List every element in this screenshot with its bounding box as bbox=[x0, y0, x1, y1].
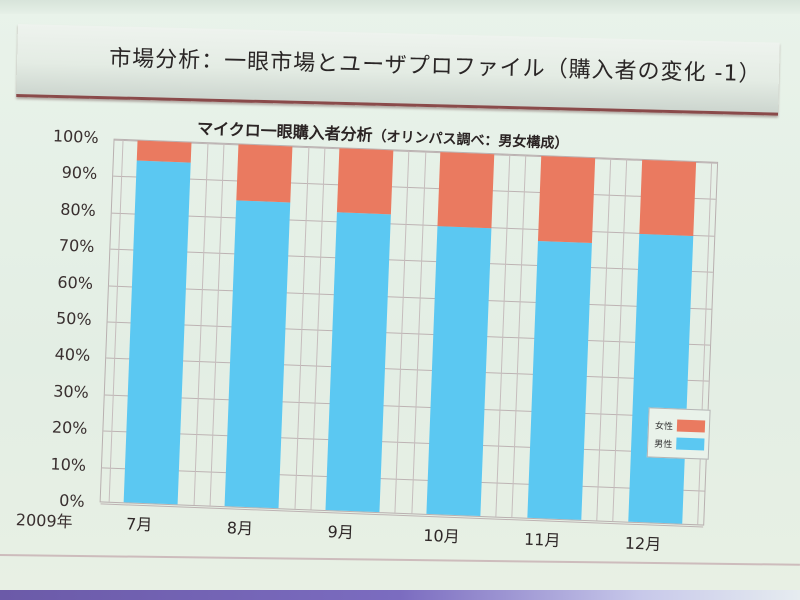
bar-segment-female bbox=[437, 152, 495, 229]
y-tick-label: 50% bbox=[55, 308, 92, 329]
x-tick-label: 8月 bbox=[226, 518, 254, 539]
bar-segment-male bbox=[124, 160, 192, 505]
legend-item-male: 男性 bbox=[654, 436, 705, 452]
y-tick-label: 30% bbox=[52, 381, 90, 402]
x-tick-label: 7月 bbox=[125, 514, 153, 535]
x-tick-label: 11月 bbox=[523, 529, 561, 551]
bar-7-month bbox=[124, 139, 192, 505]
stacked-bar-chart: マイクロ一眼購入者分析（オリンパス調べ：男女構成） 0% 10% 20% 30% 40%… bbox=[3, 100, 749, 568]
bar-segment-male bbox=[527, 241, 592, 520]
legend-item-female: 女性 bbox=[655, 418, 706, 434]
bar-segment-male bbox=[224, 200, 291, 509]
legend-label-female: 女性 bbox=[654, 421, 674, 432]
x-axis-year-label: 2009年 bbox=[15, 510, 73, 532]
bar-segment-female bbox=[537, 155, 595, 244]
stage-edge bbox=[0, 590, 800, 600]
bar-11-month bbox=[527, 154, 595, 520]
bar-10-month bbox=[426, 150, 495, 516]
bar-9-month bbox=[325, 146, 394, 513]
chart-legend: 女性 男性 bbox=[646, 407, 711, 460]
y-tick-label: 10% bbox=[50, 454, 87, 475]
x-tick-label: 12月 bbox=[624, 533, 662, 554]
y-tick-label: 80% bbox=[59, 199, 97, 220]
legend-swatch-female bbox=[676, 419, 706, 433]
y-tick-label: 60% bbox=[57, 272, 94, 293]
x-tick-label: 10月 bbox=[422, 525, 461, 547]
bar-segment-female bbox=[638, 159, 696, 237]
legend-swatch-male bbox=[676, 437, 705, 451]
y-tick-label: 40% bbox=[54, 344, 91, 366]
y-tick-label: 90% bbox=[61, 163, 98, 184]
bar-segment-male bbox=[627, 234, 693, 524]
bar-segment-male bbox=[426, 226, 492, 516]
slide-top-edge bbox=[0, 0, 800, 14]
chart-title-main: マイクロ一眼購入者分析 bbox=[196, 118, 373, 145]
bar-segment-female bbox=[337, 148, 394, 214]
bar-segment-female bbox=[137, 140, 192, 163]
y-tick-label: 70% bbox=[58, 235, 95, 257]
bar-8-month bbox=[224, 142, 293, 509]
bar-segment-male bbox=[325, 211, 391, 513]
bar-segment-female bbox=[236, 144, 293, 203]
plot-area bbox=[99, 138, 719, 528]
y-tick-label: 20% bbox=[51, 417, 88, 439]
chart-subtitle: （オリンパス調べ：男女構成） bbox=[372, 128, 569, 153]
legend-label-male: 男性 bbox=[654, 439, 673, 450]
y-tick-label: 100% bbox=[52, 126, 99, 148]
x-tick-label: 9月 bbox=[327, 522, 355, 543]
bar-12-month bbox=[627, 158, 696, 524]
